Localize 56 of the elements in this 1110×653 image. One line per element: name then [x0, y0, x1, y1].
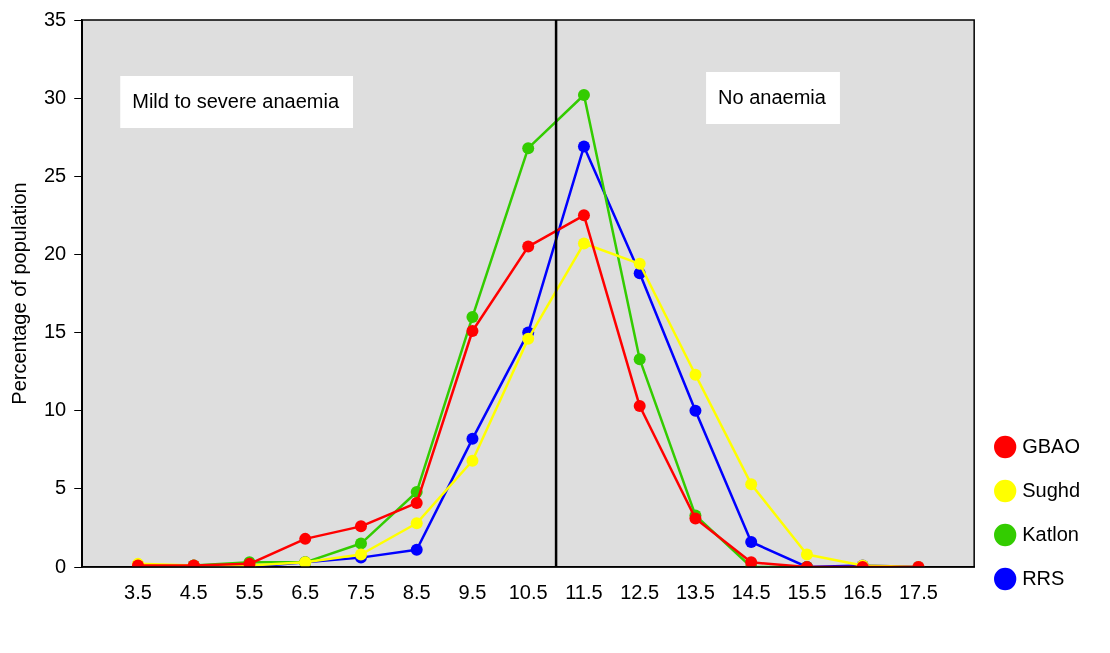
x-tick-label: 4.5	[179, 580, 208, 603]
y-tick-label: 15	[44, 320, 67, 343]
y-tick-label: 10	[44, 398, 67, 421]
legend-label: Katlon	[1022, 522, 1079, 545]
x-tick-label: 7.5	[347, 580, 375, 603]
point	[354, 537, 367, 550]
y-tick-label: 5	[55, 476, 67, 499]
point	[577, 209, 590, 222]
x-tick-label: 6.5	[291, 580, 320, 603]
point	[466, 432, 479, 445]
x-tick-label: 10.5	[508, 580, 548, 603]
point	[689, 368, 702, 381]
point	[745, 556, 758, 567]
point	[522, 240, 535, 253]
x-tick-label: 17.5	[898, 580, 938, 603]
point	[466, 454, 479, 467]
x-tick-label: 9.5	[458, 580, 487, 603]
y-tick-label: 30	[44, 85, 67, 108]
point	[633, 400, 646, 413]
point	[633, 353, 646, 366]
x-tick-label: 11.5	[565, 580, 603, 603]
point	[689, 404, 702, 417]
x-tick-label: 12.5	[620, 580, 660, 603]
annotation: Mild to severe anaemia	[132, 89, 340, 112]
x-tick-label: 15.5	[787, 580, 827, 603]
y-tick-label: 0	[55, 554, 67, 577]
point	[410, 496, 423, 509]
point	[745, 535, 758, 548]
y-tick-label: 35	[44, 7, 67, 30]
annotation: No anaemia	[718, 85, 827, 108]
legend-label: GBAO	[1022, 434, 1080, 457]
point	[354, 520, 367, 533]
point	[633, 257, 646, 270]
x-tick-label: 16.5	[843, 580, 883, 603]
x-tick-label: 8.5	[402, 580, 431, 603]
point	[466, 325, 479, 338]
point	[466, 310, 479, 323]
y-tick-label: 20	[44, 241, 67, 264]
point	[800, 548, 813, 561]
x-tick-label: 13.5	[675, 580, 715, 603]
point	[577, 237, 590, 250]
legend-label: RRS	[1022, 566, 1065, 589]
x-tick-label: 5.5	[235, 580, 264, 603]
y-tick-label: 25	[44, 163, 67, 186]
point	[522, 142, 535, 155]
legend-label: Sughd	[1022, 478, 1081, 501]
point	[522, 332, 535, 345]
point	[577, 89, 590, 102]
point	[410, 517, 423, 530]
point	[410, 543, 423, 556]
x-tick-label: 14.5	[731, 580, 771, 603]
point	[299, 532, 312, 545]
point	[577, 140, 590, 153]
y-axis-title: Percentage of population	[7, 182, 30, 405]
x-tick-label: 3.5	[124, 580, 152, 603]
point	[745, 478, 758, 491]
